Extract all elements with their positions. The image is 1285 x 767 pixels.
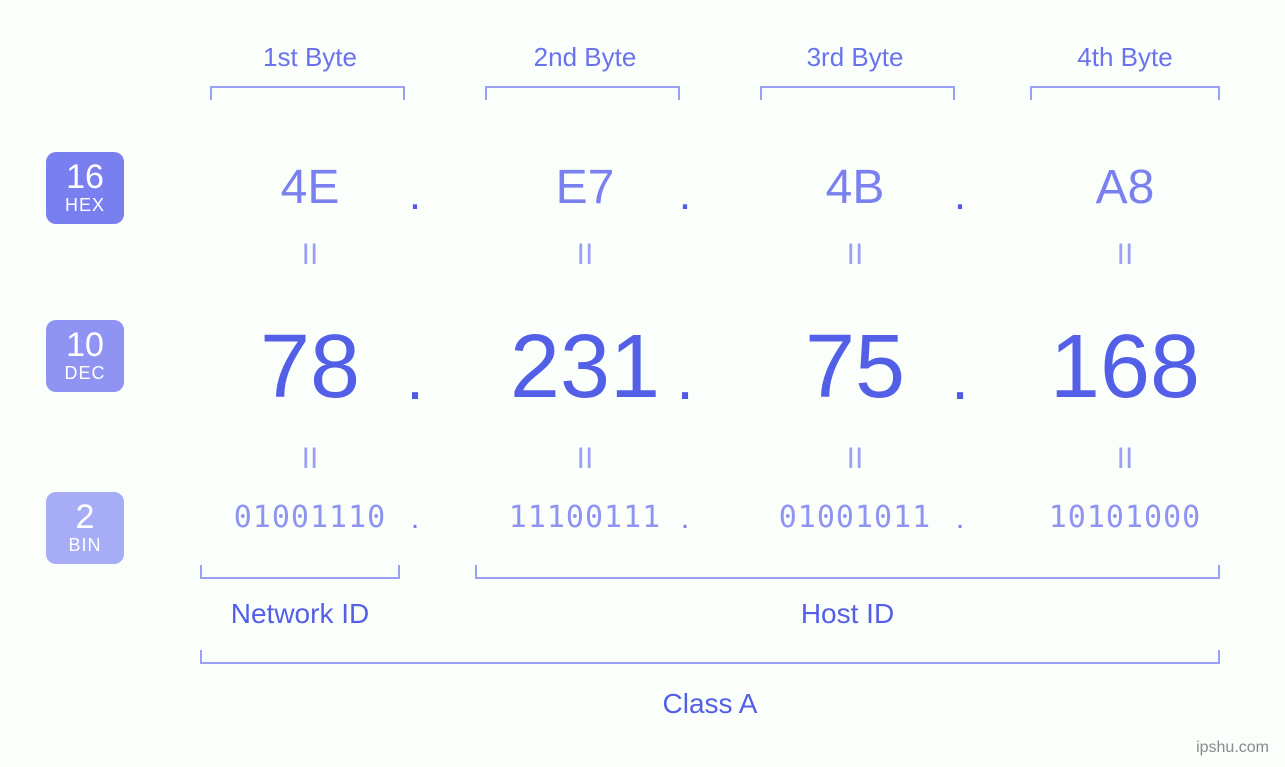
bin-byte-4: 10101000 — [1015, 500, 1235, 535]
bracket-class — [200, 650, 1220, 664]
byte-header-3: 3rd Byte — [745, 42, 965, 73]
byte-header-2: 2nd Byte — [475, 42, 695, 73]
bin-dot-1: . — [400, 502, 430, 536]
host-id-label: Host ID — [475, 598, 1220, 630]
hex-dot-2: . — [670, 170, 700, 220]
bracket-byte-1 — [210, 86, 405, 100]
hex-byte-1: 4E — [200, 160, 420, 215]
bin-dot-3: . — [945, 502, 975, 536]
dec-byte-4: 168 — [1015, 316, 1235, 419]
bracket-byte-3 — [760, 86, 955, 100]
class-label: Class A — [200, 688, 1220, 720]
badge-dec: 10 DEC — [46, 320, 124, 392]
eq-hex-dec-1: II — [200, 238, 420, 272]
hex-dot-1: . — [400, 170, 430, 220]
bin-byte-1: 01001110 — [200, 500, 420, 535]
badge-dec-lbl: DEC — [46, 364, 124, 382]
ip-diagram: 16 HEX 10 DEC 2 BIN 1st Byte 2nd Byte 3r… — [0, 0, 1285, 767]
eq-dec-bin-4: II — [1015, 442, 1235, 476]
bin-dot-2: . — [670, 502, 700, 536]
dec-byte-1: 78 — [200, 316, 420, 419]
hex-byte-2: E7 — [475, 160, 695, 215]
hex-byte-3: 4B — [745, 160, 965, 215]
badge-bin: 2 BIN — [46, 492, 124, 564]
bracket-byte-2 — [485, 86, 680, 100]
badge-hex-num: 16 — [46, 160, 124, 194]
bin-byte-2: 11100111 — [475, 500, 695, 535]
eq-dec-bin-1: II — [200, 442, 420, 476]
dec-dot-3: . — [945, 340, 975, 414]
badge-hex: 16 HEX — [46, 152, 124, 224]
dec-dot-2: . — [670, 340, 700, 414]
eq-dec-bin-2: II — [475, 442, 695, 476]
watermark: ipshu.com — [1196, 739, 1269, 757]
byte-header-4: 4th Byte — [1015, 42, 1235, 73]
bracket-byte-4 — [1030, 86, 1220, 100]
eq-dec-bin-3: II — [745, 442, 965, 476]
badge-dec-num: 10 — [46, 328, 124, 362]
byte-header-1: 1st Byte — [200, 42, 420, 73]
bracket-network-id — [200, 565, 400, 579]
bin-byte-3: 01001011 — [745, 500, 965, 535]
bracket-host-id — [475, 565, 1220, 579]
dec-dot-1: . — [400, 340, 430, 414]
badge-bin-lbl: BIN — [46, 536, 124, 554]
eq-hex-dec-2: II — [475, 238, 695, 272]
hex-dot-3: . — [945, 170, 975, 220]
network-id-label: Network ID — [210, 598, 390, 630]
eq-hex-dec-3: II — [745, 238, 965, 272]
badge-bin-num: 2 — [46, 500, 124, 534]
dec-byte-3: 75 — [745, 316, 965, 419]
hex-byte-4: A8 — [1015, 160, 1235, 215]
eq-hex-dec-4: II — [1015, 238, 1235, 272]
dec-byte-2: 231 — [475, 316, 695, 419]
badge-hex-lbl: HEX — [46, 196, 124, 214]
